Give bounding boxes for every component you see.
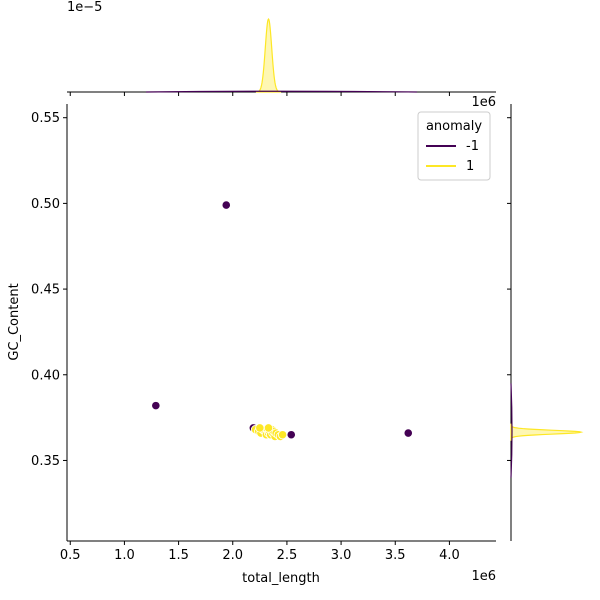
scatter-point-anomaly <box>221 200 231 210</box>
top-marginal-kde-normal <box>255 17 282 93</box>
x-offset-text: 1e6 <box>471 569 496 584</box>
scatter-point-normal <box>263 423 274 433</box>
x-tick-label: 3.0 <box>331 548 352 563</box>
legend: anomaly -1 1 <box>417 111 491 181</box>
x-tick-label: 3.5 <box>385 548 406 563</box>
x-tick-label: 1.0 <box>114 548 135 563</box>
scatter-point-normal <box>277 430 288 440</box>
y-tick-label: 0.45 <box>31 283 60 298</box>
x-tick-label: 2.5 <box>277 548 298 563</box>
x-tick-label: 2.0 <box>222 548 243 563</box>
right-marginal-kde-anomaly <box>510 383 513 478</box>
main-scatter-axes: 0.5 1.0 1.5 2.0 2.5 3.0 3.5 4.0 0.35 0.40 0.45 0.50… <box>31 104 496 563</box>
x-tick-label: 0.5 <box>60 548 81 563</box>
legend-label-anomaly-1: 1 <box>466 159 474 174</box>
scatter-point-anomaly <box>286 430 296 440</box>
x-axis-label: total_length <box>242 571 320 586</box>
right-marginal-kde <box>507 104 584 541</box>
y-tick-label: 0.35 <box>31 454 60 469</box>
top-marginal-kde-anomaly <box>146 90 417 93</box>
y-tick-label: 0.55 <box>31 111 60 126</box>
top-marginal-kde <box>67 17 496 96</box>
top-marginal-offset-text: 1e−5 <box>67 0 102 15</box>
y-tick-label: 0.40 <box>31 368 60 383</box>
y-axis-label: GC_Content <box>7 283 22 360</box>
scatter-point-normal <box>255 423 265 433</box>
x-tick-label: 1.5 <box>168 548 189 563</box>
scatter-point-anomaly <box>151 401 161 411</box>
right-marginal-offset-text: 1e6 <box>471 95 496 110</box>
legend-title: anomaly <box>426 119 482 134</box>
scatter-point-anomaly <box>403 428 413 438</box>
x-tick-label: 4.0 <box>439 548 460 563</box>
legend-label-anomaly-neg1: -1 <box>466 139 479 154</box>
y-tick-label: 0.50 <box>31 197 60 212</box>
